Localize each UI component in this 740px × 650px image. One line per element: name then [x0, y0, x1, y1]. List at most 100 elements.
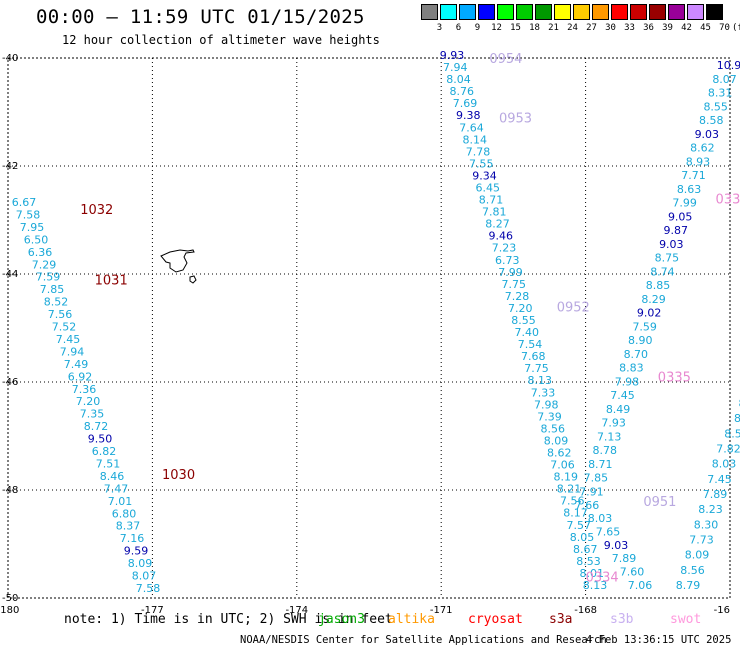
- wave-height-value: 6.67: [12, 196, 37, 209]
- pass-id-label: 033: [716, 192, 740, 207]
- latitude-tick-label: -50: [2, 593, 18, 604]
- wave-height-value: 7.89: [612, 552, 637, 565]
- legend-swatch-label: 39: [662, 23, 673, 33]
- satellite-legend-item: swot: [670, 612, 702, 627]
- legend-swatch: [535, 4, 552, 20]
- wave-height-value: 8.85: [646, 279, 671, 292]
- legend-swatch: [478, 4, 495, 20]
- wave-height-value: 7.06: [550, 459, 575, 472]
- wave-height-value: 8.46: [100, 470, 125, 483]
- wave-height-value: 7.16: [120, 532, 145, 545]
- wave-height-value: 9.46: [489, 230, 514, 243]
- wave-height-value: 7.78: [466, 145, 491, 158]
- wave-height-value: 7.59: [36, 271, 61, 284]
- page-title: 00:00 – 11:59 UTC 01/15/2025: [36, 6, 365, 28]
- longitude-tick-label: -180: [0, 605, 19, 616]
- wave-height-value: 7.36: [72, 383, 97, 396]
- wave-height-value: 8.31: [708, 87, 733, 100]
- legend-swatch: [573, 4, 590, 20]
- wave-height-value: 6.36: [28, 246, 53, 259]
- legend-swatch-label: 21: [548, 23, 559, 33]
- pass-id-label: 1032: [80, 203, 113, 218]
- wave-height-value: 8.17: [563, 507, 588, 520]
- wave-height-value: 7.65: [596, 525, 621, 538]
- chatham-island-shape: [160, 249, 195, 273]
- wave-height-value: 8.72: [84, 420, 109, 433]
- wave-height-value: 7.33: [531, 386, 556, 399]
- wave-height-value: 8.74: [650, 265, 675, 278]
- legend-swatch: [630, 4, 647, 20]
- legend-swatch-label: 15: [510, 23, 521, 33]
- wave-height-value: 8.13: [528, 374, 553, 387]
- legend-swatch-label: 24: [567, 23, 578, 33]
- wave-height-value: 9.03: [695, 128, 720, 141]
- credit-line: NOAA/NESDIS Center for Satellite Applica…: [240, 634, 607, 646]
- wave-height-value: 8.09: [544, 434, 569, 447]
- wave-height-value: 7.57: [567, 519, 592, 532]
- pass-id-label: 0335: [658, 371, 691, 386]
- legend-swatch: [706, 4, 723, 20]
- wave-height-value: 7.56: [560, 495, 585, 508]
- wave-height-value: 7.85: [40, 283, 65, 296]
- wave-height-value: 9.38: [456, 109, 481, 122]
- wave-height-value: 8.83: [619, 362, 644, 375]
- wave-height-value: 7.73: [689, 534, 714, 547]
- wave-height-value: 7.56: [48, 308, 73, 321]
- wave-height-value: 8.58: [699, 114, 724, 127]
- wave-height-value: 8.78: [593, 444, 618, 457]
- wave-height-value: 8.62: [547, 447, 572, 460]
- footnote: note: 1) Time is in UTC; 2) SWH is in fe…: [64, 612, 393, 627]
- wave-height-value: 8: [734, 412, 740, 425]
- wave-height-value: 7.45: [707, 473, 732, 486]
- wave-height-value: 7.58: [136, 582, 161, 595]
- wave-height-value: 7.59: [632, 320, 657, 333]
- longitude-tick-label: -174: [285, 605, 308, 616]
- legend-swatch: [649, 4, 666, 20]
- legend-swatch: [497, 4, 514, 20]
- graticule: [8, 58, 730, 598]
- wave-height-value: 8.07: [712, 73, 737, 86]
- wave-height-value: 7.52: [52, 321, 77, 334]
- wave-height-value: 8.04: [446, 73, 471, 86]
- chatham-islands-coastline: [160, 249, 197, 284]
- wave-height-value: 7.06: [628, 579, 653, 592]
- altimeter-observations: 6.677.587.956.506.367.297.597.858.527.56…: [12, 49, 740, 595]
- legend-swatch-label: 6: [455, 23, 462, 33]
- legend-swatch-label: 12: [491, 23, 502, 33]
- longitude-tick-label: -177: [141, 605, 164, 616]
- page-subtitle: 12 hour collection of altimeter wave hei…: [62, 33, 380, 47]
- legend-swatch-label: 33: [624, 23, 635, 33]
- wave-height-value: 8.52: [44, 296, 69, 309]
- wave-height-value: 7.85: [584, 472, 609, 485]
- legend-swatch: [592, 4, 609, 20]
- wave-height-value: 6.92: [68, 370, 93, 383]
- wave-height-value: 7.49: [64, 358, 89, 371]
- wave-height-value: 9.03: [659, 238, 684, 251]
- wave-height-value: 9.87: [664, 224, 689, 237]
- wave-height-value: 8.75: [655, 252, 680, 265]
- wave-height-value: 7.98: [534, 398, 559, 411]
- pass-id-label: 1031: [95, 273, 128, 288]
- legend-swatch-label: 18: [529, 23, 540, 33]
- wave-height-value: 8.55: [511, 314, 536, 327]
- wave-height-value: 7.23: [492, 242, 517, 255]
- wave-height-value: 7.40: [515, 326, 540, 339]
- satellite-legend-item: s3a: [549, 612, 573, 627]
- longitude-tick-label: -16: [714, 605, 730, 616]
- map-frame: [7, 57, 731, 599]
- wave-height-value: 7.54: [518, 338, 543, 351]
- wave-height-value: 10.9: [717, 59, 740, 72]
- latitude-tick-label: -42: [2, 161, 18, 172]
- wave-height-value: 8.63: [677, 183, 702, 196]
- wave-height-value: 7.95: [20, 221, 45, 234]
- legend-swatch: [516, 4, 533, 20]
- legend-swatch-label: 9: [474, 23, 481, 33]
- generated-timestamp: 4 Feb 13:36:15 UTC 2025: [586, 634, 732, 646]
- wave-height-value: 9.03: [604, 539, 629, 552]
- wave-height-value: 7.01: [108, 495, 133, 508]
- pass-id-label: 0953: [499, 111, 532, 126]
- wave-height-value: 8.90: [628, 334, 653, 347]
- wave-height-value: 8.67: [573, 543, 598, 556]
- legend-swatch: [421, 4, 438, 20]
